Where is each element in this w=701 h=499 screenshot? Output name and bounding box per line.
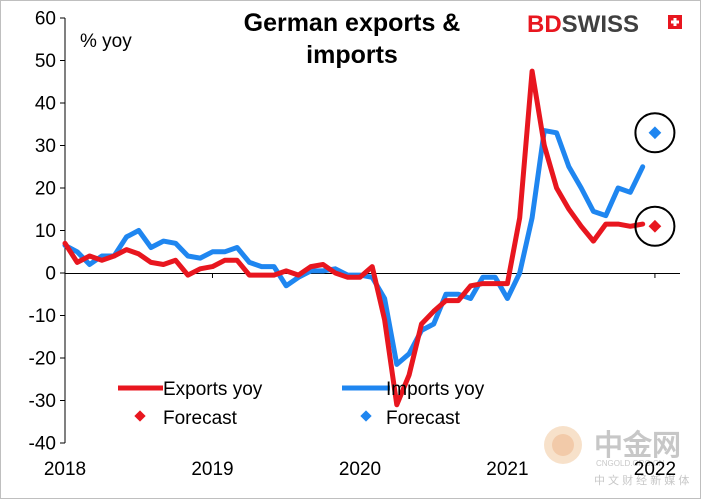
y-tick-label: -20 [29,349,56,370]
swiss-cross-bar-v [673,18,677,26]
y-tick-label: -40 [29,434,56,455]
legend-forecast-red-label: Forecast [163,408,238,429]
x-tick-label: 2021 [486,459,528,480]
chart-title-line-2: imports [306,41,398,69]
y-tick-label: 50 [35,51,56,72]
legend-forecast-red-marker [134,410,146,422]
y-tick-label: 0 [45,264,56,285]
legend-forecast-blue-marker [360,410,372,422]
x-tick-label: 2018 [44,459,86,480]
chart-title-line-1: German exports & [244,9,461,37]
x-axis-ticks: 2018 2019 2020 2021 2022 [44,273,676,480]
legend-exports-label: Exports yoy [163,379,263,400]
series-group [62,68,646,408]
forecast-point [648,219,662,233]
y-tick-label: 10 [35,221,56,242]
legend: Exports yoy Imports yoy Forecast Forecas… [118,379,485,429]
watermark-subtext-bottom: 中 文 财 经 新 媒 体 [594,473,689,487]
y-tick-label: 30 [35,136,56,157]
legend-imports-label: Imports yoy [386,379,485,400]
cngold-watermark: 中金网 CNGOLD.ORG.CN 中 文 财 经 新 媒 体 [544,426,689,487]
y-tick-label: -10 [29,306,56,327]
series-line-imports [62,128,646,367]
series-line-exports [62,68,646,408]
forecast-point [648,126,662,140]
y-tick-label: 40 [35,94,56,115]
y-unit-label: % yoy [80,31,132,52]
x-tick-label: 2019 [191,459,233,480]
bdswiss-logo: BDSWISS [527,11,682,38]
y-tick-label: 60 [35,9,56,30]
watermark-logo-inner [552,434,574,456]
y-tick-label: -30 [29,391,56,412]
forecast-highlight-circle [634,205,676,247]
legend-forecast-blue-label: Forecast [386,408,461,429]
y-axis-ticks: 60 50 40 30 20 10 0 -10 -20 -30 -40 [29,9,65,455]
brand-logo-text: BDSWISS [527,11,639,38]
x-tick-label: 2022 [634,459,676,480]
x-tick-label: 2020 [339,459,381,480]
y-tick-label: 20 [35,179,56,200]
watermark-text: 中金网 [594,428,681,462]
watermark-subtext-top: CNGOLD.ORG.CN [596,459,665,468]
forecast-highlight-circle [634,112,676,154]
